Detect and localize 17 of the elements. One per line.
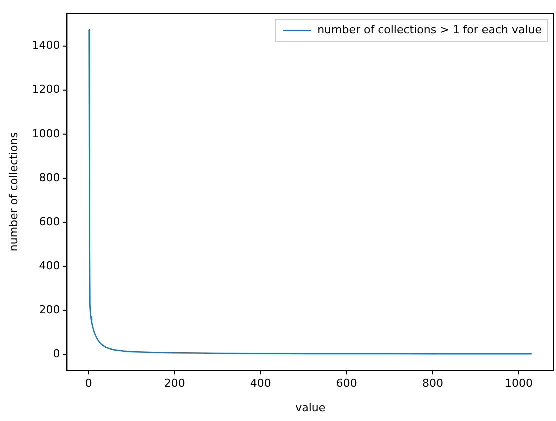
x-tick-label: 0 [85, 377, 92, 390]
y-tick-label: 600 [39, 215, 60, 228]
y-tick-label: 0 [53, 347, 60, 360]
y-tick-label: 1200 [32, 83, 60, 96]
y-tick-label: 400 [39, 259, 60, 272]
legend-label: number of collections > 1 for each value [318, 23, 542, 36]
x-tick-label: 800 [422, 377, 444, 390]
x-tick-label: 400 [250, 377, 272, 390]
x-tick-label: 600 [336, 377, 358, 390]
x-axis-title: value [296, 401, 326, 414]
y-tick-label: 200 [39, 303, 60, 316]
y-tick-label: 1000 [32, 127, 60, 140]
x-tick-label: 200 [164, 377, 186, 390]
x-tick-label: 1000 [504, 377, 533, 390]
y-tick-label: 800 [39, 171, 60, 184]
y-tick-label: 1400 [32, 39, 60, 52]
y-axis-title: number of collections [7, 132, 20, 252]
